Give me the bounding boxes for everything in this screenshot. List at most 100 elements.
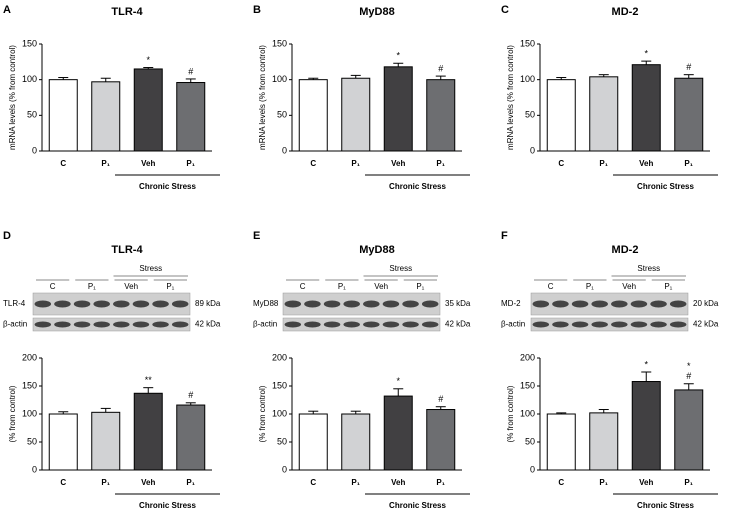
blot-band [284,321,302,328]
blot-band [650,321,667,328]
bar [298,79,328,152]
blot-strip [32,317,191,332]
blot-band [93,321,110,328]
bar [383,395,413,471]
lane-label: Veh [124,282,138,291]
bar [176,404,206,471]
blot-band [669,321,687,328]
y-tick-label: 50 [27,110,37,120]
blot-band [343,321,360,328]
x-tick-label: Veh [141,478,155,487]
blot-band [421,300,439,308]
lane-label: P₁ [664,282,672,291]
bar [133,392,163,471]
blot-band [113,321,130,328]
blot-band [421,321,439,328]
x-tick-label: C [310,478,316,487]
y-tick-label: 50 [525,436,535,446]
blot-strip [282,292,441,316]
blot-protein-label: β-actin [501,320,525,329]
blot-kda-label: 42 kDa [445,320,471,329]
y-tick-label: 50 [525,110,535,120]
lane-label: Veh [374,282,388,291]
y-tick-label: 50 [277,436,287,446]
blot-strip [530,317,689,332]
x-tick-label: Veh [391,159,405,168]
panel-letter: B [253,4,261,16]
x-tick-label: P₁ [101,478,110,487]
x-tick-label: P₁ [351,159,360,168]
blot-kda-label: 20 kDa [693,299,719,308]
group-label: Chronic Stress [637,182,694,191]
x-tick-label: P₁ [684,159,693,168]
chart-title: TLR-4 [111,6,143,18]
x-tick-label: C [60,478,66,487]
y-tick-label: 0 [32,145,37,155]
panel-letter: D [3,230,11,242]
x-tick-label: C [310,159,316,168]
blot-protein-label: β-actin [3,320,27,329]
blot-band [532,300,550,308]
blot-band [363,300,380,308]
bar [133,68,163,152]
blot-band [113,300,130,308]
y-tick-label: 100 [520,408,535,418]
blot-group-label: Stress [389,264,412,273]
x-tick-label: P₁ [186,478,195,487]
bar [631,381,661,471]
lane-label: P₁ [88,282,96,291]
blot-band [630,300,648,308]
lane-label: C [548,282,554,291]
blot-band [591,321,608,328]
y-tick-label: 200 [272,352,287,362]
y-tick-label: 100 [22,408,37,418]
y-tick-label: 100 [22,74,37,84]
group-label: Chronic Stress [139,182,196,191]
blot-kda-label: 42 kDa [693,320,719,329]
y-tick-label: 0 [530,145,535,155]
chart-title: MD-2 [612,6,639,18]
bar [341,77,371,152]
blot-band [630,321,648,328]
bar [426,409,456,471]
x-tick-label: P₁ [351,478,360,487]
y-axis-label: mRNA levels (% from control) [258,45,267,150]
y-tick-label: 100 [272,74,287,84]
y-axis-label: (% from control) [506,385,515,442]
blot-kda-label: 89 kDa [195,299,221,308]
blot-band [611,321,628,328]
lane-label: C [50,282,56,291]
bar [298,413,328,471]
blot-band [171,300,189,308]
group-label: Chronic Stress [139,501,196,508]
y-tick-label: 200 [22,352,37,362]
blot-protein-label: MyD88 [253,299,279,308]
lane-label: Veh [622,282,636,291]
blot-band [552,321,569,328]
y-tick-label: 150 [272,38,287,48]
x-tick-label: P₁ [436,478,445,487]
panel-letter: C [501,4,509,16]
x-tick-label: P₁ [684,478,693,487]
blot-group-label: Stress [139,264,162,273]
y-tick-label: 0 [32,464,37,474]
significance-mark: # [188,390,193,400]
bar [383,66,413,152]
blot-band [532,321,550,328]
blot-band [171,321,189,328]
y-tick-label: 150 [520,380,535,390]
x-tick-label: P₁ [599,159,608,168]
significance-mark: # [438,63,443,73]
bar [48,413,78,471]
lane-label: P₁ [416,282,424,291]
blot-band [304,321,321,328]
bar [546,413,576,471]
chart-title: MyD88 [359,244,394,256]
blot-band [73,321,91,328]
y-tick-label: 0 [530,464,535,474]
y-tick-label: 150 [22,380,37,390]
significance-mark: # [686,62,691,72]
blot-band [323,321,341,328]
y-axis-label: (% from control) [8,385,17,442]
x-tick-label: Veh [639,159,653,168]
